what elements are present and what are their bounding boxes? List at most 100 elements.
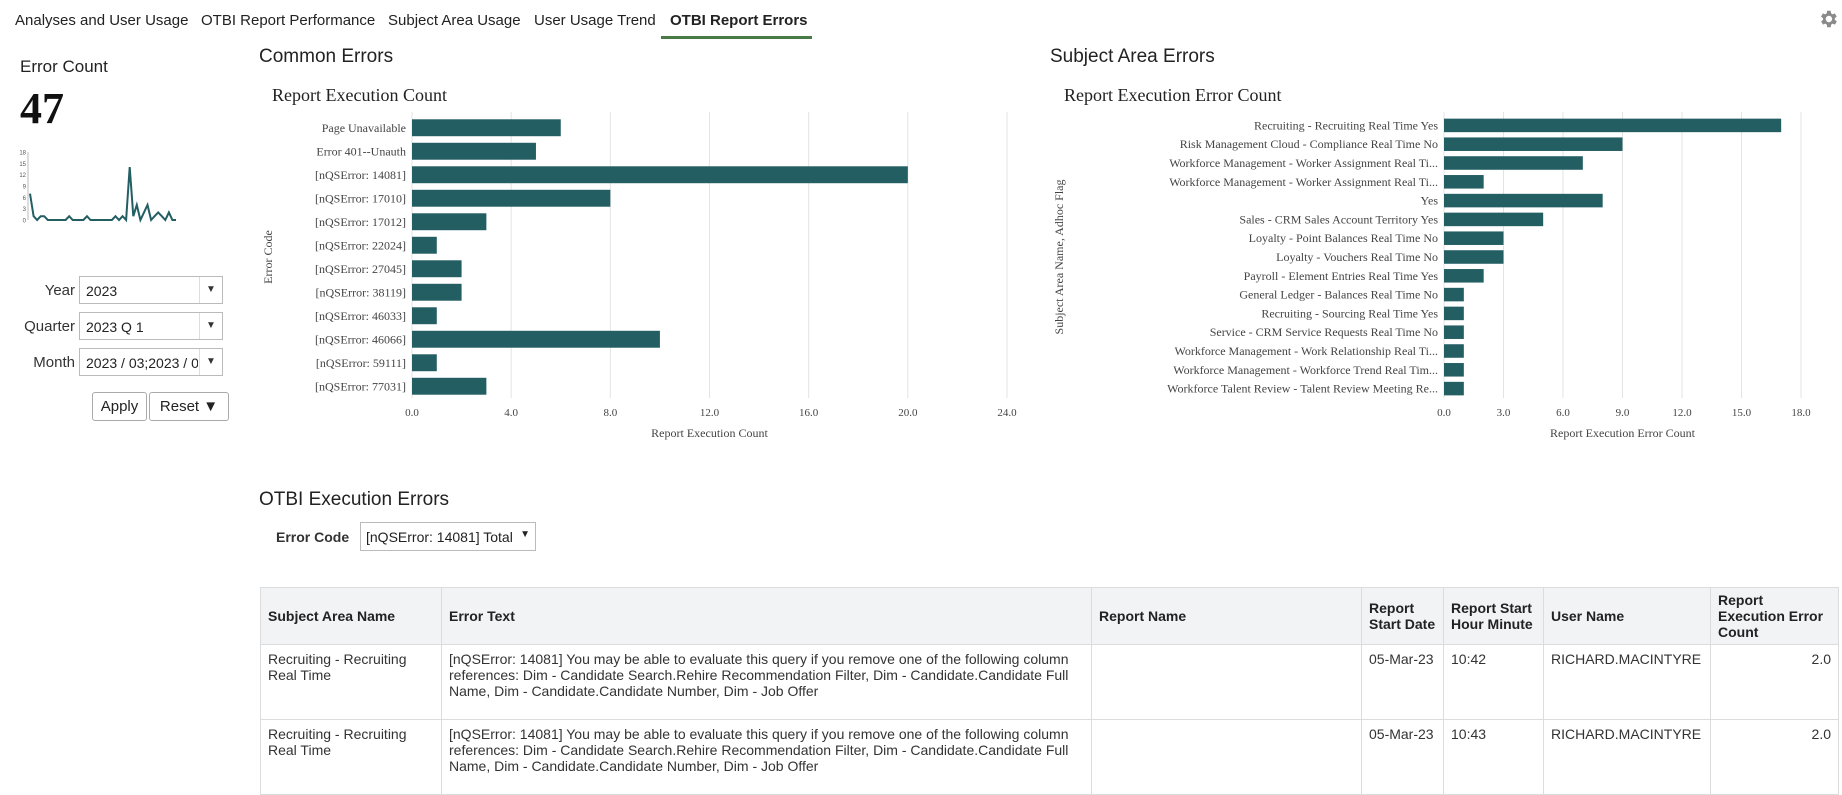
category-label: [nQSError: 17010]	[315, 191, 406, 205]
x-tick-label: 8.0	[603, 407, 617, 419]
x-tick-label: 3.0	[1497, 407, 1511, 419]
bar	[412, 189, 611, 207]
category-label: Recruiting - Sourcing Real Time Yes	[1261, 306, 1438, 320]
category-label: [nQSError: 22024]	[315, 238, 406, 252]
common-errors-chart: 0.0 4.0 8.0 12.0 16.0 20.0 24.0 Page Unavailabl…	[261, 112, 1017, 440]
column-header[interactable]: Subject Area Name	[260, 587, 442, 645]
bar	[1444, 344, 1464, 358]
bar	[412, 307, 437, 325]
category-label: Service - CRM Service Requests Real Time…	[1210, 325, 1438, 339]
x-axis-title: Report Execution Count	[651, 426, 768, 440]
error-code-filter-value: [nQSError: 14081] Total	[366, 529, 513, 545]
bar	[412, 142, 536, 160]
subject-area-cell: Recruiting - Recruiting Real Time	[260, 719, 442, 795]
column-header[interactable]: User Name	[1543, 587, 1711, 645]
category-label: Sales - CRM Sales Account Territory Yes	[1239, 212, 1438, 226]
start-date-cell: 05-Mar-23	[1361, 719, 1444, 795]
start-time-cell: 10:42	[1443, 644, 1544, 720]
chevron-down-icon[interactable]: ▼	[199, 313, 222, 339]
sparkline-tick-label: 6	[23, 196, 27, 202]
month-select[interactable]: 2023 / 03;2023 / 0 ▼	[79, 348, 223, 376]
category-label: Payroll - Element Entries Real Time Yes	[1244, 269, 1439, 283]
error-code-filter-select[interactable]: [nQSError: 14081] Total ▼	[360, 522, 536, 551]
category-label: Recruiting - Recruiting Real Time Yes	[1254, 118, 1438, 132]
chevron-down-icon[interactable]: ▼	[199, 277, 222, 303]
category-label: [nQSError: 17012]	[315, 215, 406, 229]
bar	[412, 283, 462, 301]
year-select[interactable]: 2023 ▼	[79, 276, 223, 304]
bar	[1444, 250, 1504, 264]
bar	[1444, 269, 1484, 283]
active-tab-indicator	[661, 36, 812, 39]
quarter-value: 2023 Q 1	[86, 319, 144, 335]
execution-errors-table: Subject Area Name Error Text Report Name…	[260, 587, 1839, 795]
tab-subject-area-usage[interactable]: Subject Area Usage	[388, 12, 521, 29]
apply-button[interactable]: Apply	[92, 392, 147, 421]
bar	[1444, 137, 1623, 151]
column-header[interactable]: Report Name	[1091, 587, 1362, 645]
sparkline-tick-label: 15	[19, 162, 26, 168]
category-label: [nQSError: 27045]	[315, 262, 406, 276]
category-label: Workforce Management - Worker Assignment…	[1169, 156, 1438, 170]
error-count-cell: 2.0	[1710, 719, 1839, 795]
chevron-down-icon[interactable]: ▼	[199, 349, 222, 375]
subject-area-errors-chart-title: Report Execution Error Count	[1064, 85, 1282, 105]
x-tick-label: 12.0	[700, 407, 720, 419]
category-label: [nQSError: 46033]	[315, 309, 406, 323]
execution-errors-title: OTBI Execution Errors	[259, 489, 450, 510]
bar	[1444, 156, 1583, 170]
bar	[412, 260, 462, 278]
subject-area-cell: Recruiting - Recruiting Real Time	[260, 644, 442, 720]
tab-otbi-report-performance[interactable]: OTBI Report Performance	[201, 12, 376, 29]
category-label: Risk Management Cloud - Compliance Real …	[1180, 137, 1438, 151]
category-label: [nQSError: 46066]	[315, 332, 406, 346]
subject-area-errors-title: Subject Area Errors	[1050, 46, 1215, 67]
column-header[interactable]: Report Start Date	[1361, 587, 1444, 645]
sparkline-tick-label: 9	[23, 185, 27, 191]
x-tick-label: 24.0	[997, 407, 1017, 419]
quarter-label: Quarter	[24, 318, 75, 335]
x-tick-label: 15.0	[1732, 407, 1752, 419]
error-count-label: Error Count	[20, 57, 108, 76]
month-value: 2023 / 03;2023 / 0	[86, 355, 198, 371]
table-row: Recruiting - Recruiting Real Time [nQSEr…	[260, 719, 1839, 795]
bar	[412, 377, 487, 395]
x-tick-label: 12.0	[1672, 407, 1692, 419]
year-label: Year	[44, 282, 75, 299]
reset-button[interactable]: Reset ▼	[149, 392, 229, 421]
category-label: Yes	[1421, 194, 1439, 208]
tab-otbi-report-errors[interactable]: OTBI Report Errors	[670, 12, 808, 29]
bar	[1444, 363, 1464, 377]
tab-analyses-and-user-usage[interactable]: Analyses and User Usage	[15, 12, 189, 29]
tab-user-usage-trend[interactable]: User Usage Trend	[534, 12, 656, 29]
subject-area-errors-chart: 0.0 3.0 6.0 9.0 12.0 15.0 18.0 Recruiting - Rec…	[1052, 112, 1811, 440]
common-errors-chart-title: Report Execution Count	[272, 85, 447, 105]
category-label: [nQSError: 38119]	[315, 285, 406, 299]
bar	[1444, 212, 1544, 227]
bar	[412, 236, 437, 254]
category-label: [nQSError: 14081]	[315, 168, 406, 182]
column-header[interactable]: Error Text	[441, 587, 1092, 645]
category-label: Workforce Management - Worker Assignment…	[1169, 175, 1438, 189]
category-label: [nQSError: 59111]	[316, 356, 406, 370]
table-row: Recruiting - Recruiting Real Time [nQSEr…	[260, 644, 1839, 720]
x-tick-label: 16.0	[799, 407, 819, 419]
sparkline-tick-label: 18	[19, 151, 26, 157]
quarter-select[interactable]: 2023 Q 1 ▼	[79, 312, 223, 340]
error-count-cell: 2.0	[1710, 644, 1839, 720]
error-count-sparkline: 18 15 12 9 6 3 0	[19, 151, 176, 224]
category-label: Error 401--Unauth	[316, 144, 406, 158]
start-time-cell: 10:43	[1443, 719, 1544, 795]
column-header[interactable]: Report Execution Error Count	[1710, 587, 1839, 645]
chevron-down-icon[interactable]: ▼	[520, 529, 530, 540]
category-label: Workforce Talent Review - Talent Review …	[1167, 382, 1438, 396]
common-errors-title: Common Errors	[259, 46, 394, 67]
gear-icon[interactable]	[1817, 8, 1839, 30]
column-header[interactable]: Report Start Hour Minute	[1443, 587, 1544, 645]
x-tick-label: 0.0	[1437, 407, 1451, 419]
bar	[1444, 325, 1464, 339]
report-tabs: Analyses and User Usage OTBI Report Perf…	[0, 0, 1842, 40]
sparkline-tick-label: 12	[19, 173, 26, 179]
bar	[1444, 193, 1603, 208]
category-label: [nQSError: 77031]	[315, 379, 406, 393]
